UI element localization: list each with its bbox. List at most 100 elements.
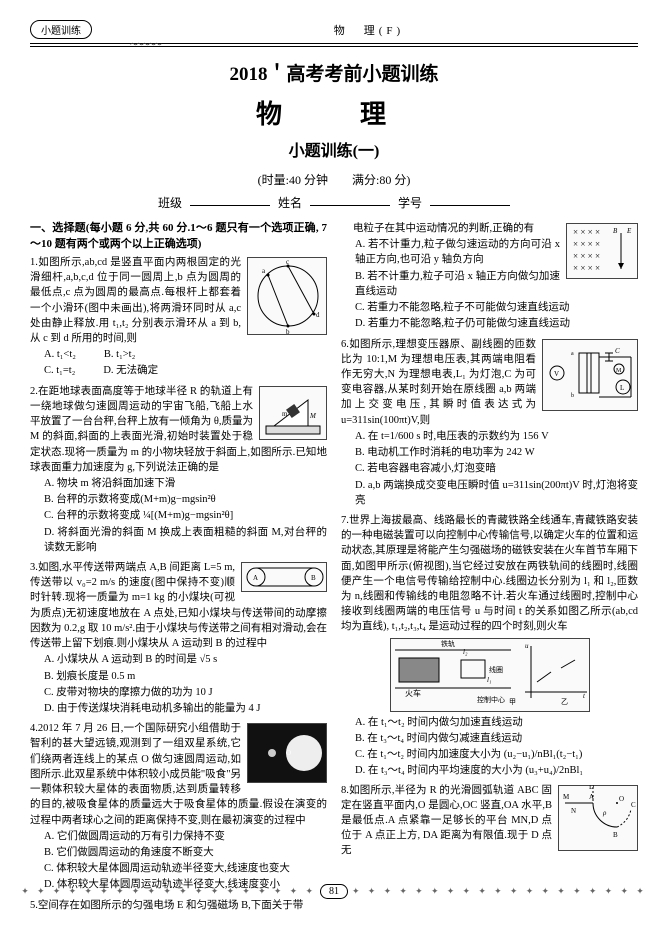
footer: ✦ ✦ ✦ ✦ ✦ ✦ ✦ ✦ ✦ ✦ ✦ ✦ ✦ ✦ ✦ ✦ ✦ ✦ ✦ 81… <box>0 881 668 899</box>
svg-text:乙: 乙 <box>561 698 568 706</box>
column-right: × × × ×× × × ×× × × ×× × × ×BE 电粒子在其中运动情… <box>341 221 638 917</box>
q1-optB: B. t₁>t₂ <box>104 347 135 362</box>
q7-optA: A. 在 t₁～t₂ 时间内做匀加速直线运动 <box>355 715 638 730</box>
question-5-part1: 5.空间存在如图所示的匀强电场 E 和匀强磁场 B,下面关于带 <box>30 898 327 913</box>
svg-text:M: M <box>616 368 622 374</box>
q4-optC: C. 体积较大星体圆周运动轨迹半径变大,线速度也变大 <box>44 861 327 876</box>
svg-text:× × × ×: × × × × <box>573 251 600 261</box>
svg-text:B: B <box>311 574 316 582</box>
svg-text:火车: 火车 <box>405 688 421 698</box>
svg-text:C: C <box>631 801 636 809</box>
svg-text:× × × ×: × × × × <box>573 227 600 237</box>
label-name: 姓名 <box>278 194 302 211</box>
q2-optD: D. 将斜面光滑的斜面 M 换成上表面粗糙的斜面 M,对台秤的读数无影响 <box>44 525 327 555</box>
q5-optD: D. 若重力不能忽略,粒子仍可能做匀速直线运动 <box>355 316 638 331</box>
svg-text:B: B <box>613 831 618 839</box>
figure-q5-field: × × × × × × × × × × × × × × × × BE <box>566 223 638 279</box>
q7-stem: 7.世界上海拔最高、线路最长的青藏铁路全线通车,青藏铁路安装的一种电磁装置可以向… <box>341 515 638 633</box>
svg-text:u: u <box>525 642 529 650</box>
svg-text:m: m <box>282 410 288 418</box>
q3-optC: C. 皮带对物块的摩擦力做的功为 10 J <box>44 685 327 700</box>
page-number: 81 <box>320 884 348 899</box>
svg-text:l₂: l₂ <box>463 648 468 656</box>
svg-text:d: d <box>316 311 320 319</box>
title-main: 2018＇高考考前小题训练 <box>30 59 638 86</box>
q2-optC: C. 台秤的示数将变成 ¼[(M+m)g−mgsin²θ] <box>44 508 327 523</box>
q6-optC: C. 若电容器电容减小,灯泡变暗 <box>355 461 638 476</box>
svg-text:× × × ×: × × × × <box>573 263 600 273</box>
question-6: V L C Ma b 6.如图所示,理想变压器原、副线圈的匝数比为 10:1,M 为理想… <box>341 337 638 509</box>
q5-optC: C. 若重力不能忽略,粒子不可能做匀速直线运动 <box>355 300 638 315</box>
q4-optA: A. 它们做圆周运动的万有引力保持不变 <box>44 829 327 844</box>
figure-q1-circle: a b c d <box>247 257 327 335</box>
svg-text:c: c <box>286 258 289 266</box>
question-4: O 4.2012 年 7 月 26 日,一个国际研究小组借助于智利的甚大望远镜,… <box>30 721 327 893</box>
meta-time-score: (时量:40 分钟 满分:80 分) <box>30 171 638 188</box>
question-2: mM 2.在距地球表面高度等于地球半径 R 的轨道上有一绕地球做匀速圆周运动的宇… <box>30 384 327 556</box>
svg-text:铁轨: 铁轨 <box>441 639 455 648</box>
q6-optB: B. 电动机工作时消耗的电功率为 242 W <box>355 445 638 460</box>
footer-stars-right: ✦ ✦ ✦ ✦ ✦ ✦ ✦ ✦ ✦ ✦ ✦ ✦ ✦ ✦ ✦ ✦ ✦ ✦ ✦ <box>352 886 647 896</box>
q7-optD: D. 在 t₃～t₄ 时间内平均速度的大小为 (u₃+u₄)/2nBl₁ <box>355 763 638 778</box>
q7-optB: B. 在 t₃～t₄ 时间内做匀减速直线运动 <box>355 731 638 746</box>
q3-optA: A. 小煤块从 A 运动到 B 的时间是 √5 s <box>44 652 327 667</box>
svg-text:V: V <box>554 370 559 378</box>
q5-stem1: 5.空间存在如图所示的匀强电场 E 和匀强磁场 B,下面关于带 <box>30 900 303 911</box>
svg-text:l₁: l₁ <box>487 676 491 684</box>
svg-text:甲: 甲 <box>509 698 516 706</box>
label-id: 学号 <box>398 194 422 211</box>
title-subject: 物 理 <box>30 94 638 131</box>
figure-q8-arc: OABCDMNρ <box>558 785 638 851</box>
q1-optA: A. t₁<t₂ <box>44 347 76 362</box>
q4-optB: B. 它们做圆周运动的角速度不断变大 <box>44 845 327 860</box>
svg-text:a: a <box>571 351 574 357</box>
q6-stem: 6.如图所示,理想变压器原、副线圈的匝数比为 10:1,M 为理想电压表,其两端… <box>341 339 536 426</box>
question-7: 7.世界上海拔最高、线路最长的青藏铁路全线通车,青藏铁路安装的一种电磁装置可以向… <box>341 513 638 779</box>
svg-text:M: M <box>563 793 570 801</box>
q1-optD: D. 无法确定 <box>103 363 158 378</box>
question-8: OABCDMNρ 8.如图所示,半径为 R 的光滑圆弧轨道 ABC 固定在竖直平… <box>341 783 638 859</box>
q8-stem: 8.如图所示,半径为 R 的光滑圆弧轨道 ABC 固定在竖直平面内,O 是圆心,… <box>341 785 552 857</box>
svg-text:M: M <box>309 412 317 420</box>
header-badge: 小题训练 <box>30 20 92 39</box>
q6-optA: A. 在 t=1/600 s 时,电压表的示数约为 156 V <box>355 429 638 444</box>
svg-text:C: C <box>615 347 620 355</box>
q3-optB: B. 划痕长度是 0.5 m <box>44 669 327 684</box>
question-3: AB 3.如图,水平传送带两端点 A,B 间距离 L=5 m,传送带以 v₀=2… <box>30 560 327 717</box>
q6-optD: D. a,b 两端换成交变电压瞬时值 u=311sin(200πt)V 时,灯泡… <box>355 478 638 508</box>
student-fields: 班级 姓名 学号 <box>30 194 638 211</box>
divider-top: ～～～～～ <box>30 43 638 47</box>
q3-optD: D. 由于传送煤块消耗电动机多输出的能量为 4 J <box>44 701 327 716</box>
svg-text:t: t <box>583 692 586 700</box>
footer-stars-left: ✦ ✦ ✦ ✦ ✦ ✦ ✦ ✦ ✦ ✦ ✦ ✦ ✦ ✦ ✦ ✦ ✦ ✦ ✦ <box>21 886 316 896</box>
svg-text:O: O <box>619 795 624 803</box>
svg-text:a: a <box>262 267 266 275</box>
svg-text:控制中心: 控制中心 <box>477 695 505 704</box>
q2-optB: B. 台秤的示数将变成(M+m)g−mgsin²θ <box>44 492 327 507</box>
q1-optC: C. t₁=t₂ <box>44 363 75 378</box>
figure-q7-train: 火车 线圈 l₂ l₁ 铁轨控制中心 甲 u t 乙 <box>390 638 590 712</box>
figure-q3-belt: AB <box>241 562 327 592</box>
svg-text:N: N <box>571 807 576 815</box>
svg-text:b: b <box>286 328 290 335</box>
svg-text:E: E <box>626 227 632 235</box>
q1-stem: 1.如图所示,ab,cd 是竖直平面内两根固定的光滑细杆,a,b,c,d 位于同… <box>30 257 241 344</box>
svg-text:L: L <box>620 384 624 392</box>
column-left: 一、选择题(每小题 6 分,共 60 分.1～6 题只有一个选项正确, 7～10… <box>30 221 327 917</box>
svg-text:b: b <box>571 393 574 399</box>
svg-text:线圈: 线圈 <box>489 665 503 674</box>
svg-text:× × × ×: × × × × <box>573 239 600 249</box>
section-head: 一、选择题(每小题 6 分,共 60 分.1～6 题只有一个选项正确, 7～10… <box>30 221 327 253</box>
title-set: 小题训练(一) <box>30 137 638 161</box>
q7-optC: C. 在 t₁～t₂ 时间内加速度大小为 (u₂−u₁)/nBl₁(t₂−t₁) <box>355 747 638 762</box>
figure-q2-incline: mM <box>259 386 327 440</box>
svg-text:B: B <box>613 227 618 235</box>
svg-text:A: A <box>253 574 258 582</box>
q2-optA: A. 物块 m 将沿斜面加速下滑 <box>44 476 327 491</box>
figure-q4-binary: O <box>247 723 327 783</box>
figure-q6-transformer: V L C Ma b <box>542 339 638 411</box>
svg-text:O: O <box>286 749 291 757</box>
question-5-part2: × × × ×× × × ×× × × ×× × × ×BE 电粒子在其中运动情… <box>341 221 638 333</box>
label-class: 班级 <box>158 194 182 211</box>
header-subject: 物 理(F) <box>100 22 638 38</box>
